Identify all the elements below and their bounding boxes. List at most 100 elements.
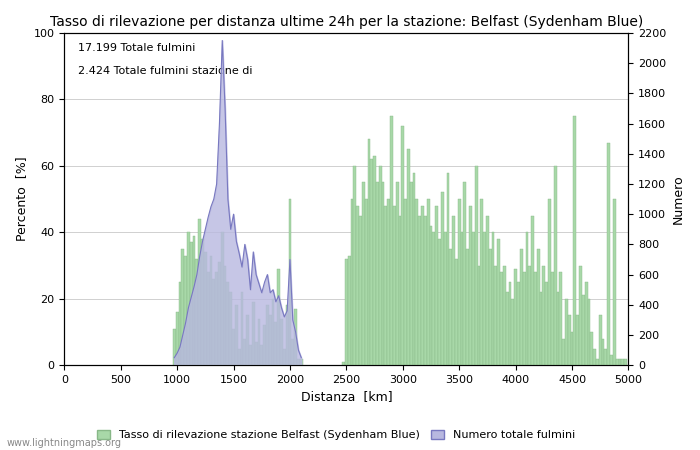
- Bar: [435, 206, 438, 365]
- Bar: [288, 199, 291, 365]
- Bar: [266, 306, 269, 365]
- Bar: [542, 266, 545, 365]
- Bar: [573, 116, 576, 365]
- Bar: [509, 282, 512, 365]
- Bar: [413, 172, 416, 365]
- Bar: [230, 292, 232, 365]
- Bar: [576, 315, 579, 365]
- Bar: [286, 306, 288, 365]
- Bar: [291, 339, 294, 365]
- Bar: [452, 216, 455, 365]
- Bar: [421, 206, 424, 365]
- Bar: [173, 328, 176, 365]
- Bar: [220, 232, 224, 365]
- Bar: [252, 302, 255, 365]
- Bar: [212, 279, 215, 365]
- Bar: [348, 256, 351, 365]
- Bar: [491, 232, 494, 365]
- Bar: [534, 272, 537, 365]
- Bar: [608, 143, 610, 365]
- Bar: [616, 359, 619, 365]
- Bar: [483, 232, 486, 365]
- Text: 17.199 Totale fulmini: 17.199 Totale fulmini: [78, 43, 196, 53]
- Bar: [227, 282, 230, 365]
- Bar: [466, 249, 469, 365]
- Bar: [300, 359, 302, 365]
- Bar: [596, 359, 599, 365]
- Bar: [404, 199, 407, 365]
- Bar: [554, 166, 556, 365]
- Y-axis label: Percento  [%]: Percento [%]: [15, 157, 28, 241]
- Bar: [517, 282, 520, 365]
- Bar: [489, 249, 491, 365]
- Bar: [447, 172, 449, 365]
- Bar: [297, 359, 300, 365]
- Bar: [370, 159, 373, 365]
- Bar: [458, 199, 461, 365]
- Bar: [582, 296, 584, 365]
- Bar: [184, 256, 187, 365]
- Bar: [531, 216, 534, 365]
- Bar: [384, 206, 387, 365]
- Bar: [441, 193, 444, 365]
- Bar: [195, 259, 198, 365]
- Bar: [382, 182, 384, 365]
- Bar: [449, 249, 452, 365]
- Bar: [390, 116, 393, 365]
- Bar: [455, 259, 458, 365]
- Bar: [407, 149, 410, 365]
- Bar: [365, 199, 368, 365]
- Bar: [587, 299, 590, 365]
- Bar: [427, 199, 430, 365]
- Bar: [379, 166, 382, 365]
- Bar: [494, 266, 497, 365]
- Bar: [562, 339, 565, 365]
- Bar: [602, 339, 605, 365]
- Bar: [463, 182, 466, 365]
- Bar: [624, 359, 627, 365]
- Bar: [241, 292, 244, 365]
- Bar: [590, 332, 593, 365]
- Bar: [246, 315, 249, 365]
- Bar: [368, 139, 370, 365]
- Bar: [461, 232, 463, 365]
- Bar: [540, 292, 542, 365]
- Bar: [356, 206, 359, 365]
- Bar: [599, 315, 602, 365]
- Bar: [244, 339, 246, 365]
- Bar: [362, 182, 365, 365]
- Text: www.lightningmaps.org: www.lightningmaps.org: [7, 438, 122, 448]
- Bar: [351, 199, 354, 365]
- Bar: [548, 199, 551, 365]
- Bar: [622, 359, 624, 365]
- Bar: [613, 199, 616, 365]
- Bar: [255, 342, 258, 365]
- Bar: [537, 249, 540, 365]
- Bar: [523, 272, 526, 365]
- Bar: [410, 182, 413, 365]
- Bar: [506, 292, 509, 365]
- Bar: [475, 166, 477, 365]
- Bar: [419, 216, 421, 365]
- Bar: [500, 272, 503, 365]
- Bar: [359, 216, 362, 365]
- Bar: [373, 156, 376, 365]
- Bar: [178, 282, 181, 365]
- Bar: [206, 272, 209, 365]
- Y-axis label: Numero: Numero: [672, 174, 685, 224]
- Bar: [238, 349, 241, 365]
- Bar: [512, 299, 514, 365]
- Bar: [342, 362, 345, 365]
- Bar: [469, 206, 472, 365]
- Bar: [528, 266, 531, 365]
- Bar: [503, 266, 506, 365]
- Bar: [433, 232, 435, 365]
- Bar: [568, 315, 570, 365]
- Bar: [570, 332, 573, 365]
- Bar: [277, 269, 280, 365]
- Bar: [269, 315, 272, 365]
- Bar: [593, 349, 596, 365]
- Bar: [486, 216, 489, 365]
- Bar: [514, 269, 517, 365]
- Bar: [176, 312, 178, 365]
